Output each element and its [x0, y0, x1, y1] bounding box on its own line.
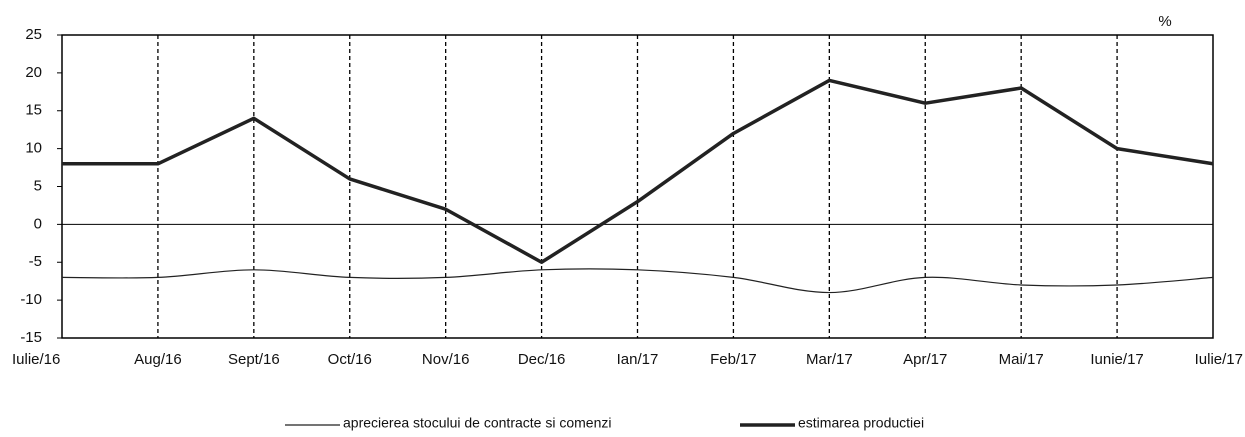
- x-tick-label: Apr/17: [903, 351, 947, 368]
- series-line: [62, 78, 1214, 264]
- y-tick-label: -10: [20, 291, 42, 308]
- x-tick-label: Ian/17: [617, 351, 659, 368]
- x-tick-label: Mai/17: [999, 351, 1044, 368]
- x-tick-label: Iulie/17: [1195, 351, 1243, 368]
- y-tick-label: 10: [25, 140, 42, 157]
- y-tick-label: 15: [25, 102, 42, 119]
- y-tick-label: 25: [25, 26, 42, 43]
- legend-label: estimarea productiei: [798, 415, 924, 431]
- x-tick-label: Mar/17: [806, 351, 853, 368]
- x-tick-label: Oct/16: [328, 351, 372, 368]
- x-tick-label: Sept/16: [228, 351, 280, 368]
- unit-label: %: [1158, 13, 1171, 30]
- x-tick-label: Dec/16: [518, 351, 566, 368]
- y-tick-label: 20: [25, 64, 42, 81]
- x-tick-label: Iulie/16: [12, 351, 60, 368]
- x-tick-label: Aug/16: [134, 351, 182, 368]
- x-tick-label: Feb/17: [710, 351, 757, 368]
- y-tick-label: 0: [34, 215, 42, 232]
- legend-label: aprecierea stocului de contracte si come…: [343, 415, 611, 431]
- y-tick-label: -15: [20, 329, 42, 346]
- series-line: [61, 268, 1214, 294]
- x-tick-label: Nov/16: [422, 351, 470, 368]
- y-tick-label: 5: [34, 177, 42, 194]
- y-tick-label: -5: [29, 253, 42, 270]
- x-tick-label: Iunie/17: [1090, 351, 1143, 368]
